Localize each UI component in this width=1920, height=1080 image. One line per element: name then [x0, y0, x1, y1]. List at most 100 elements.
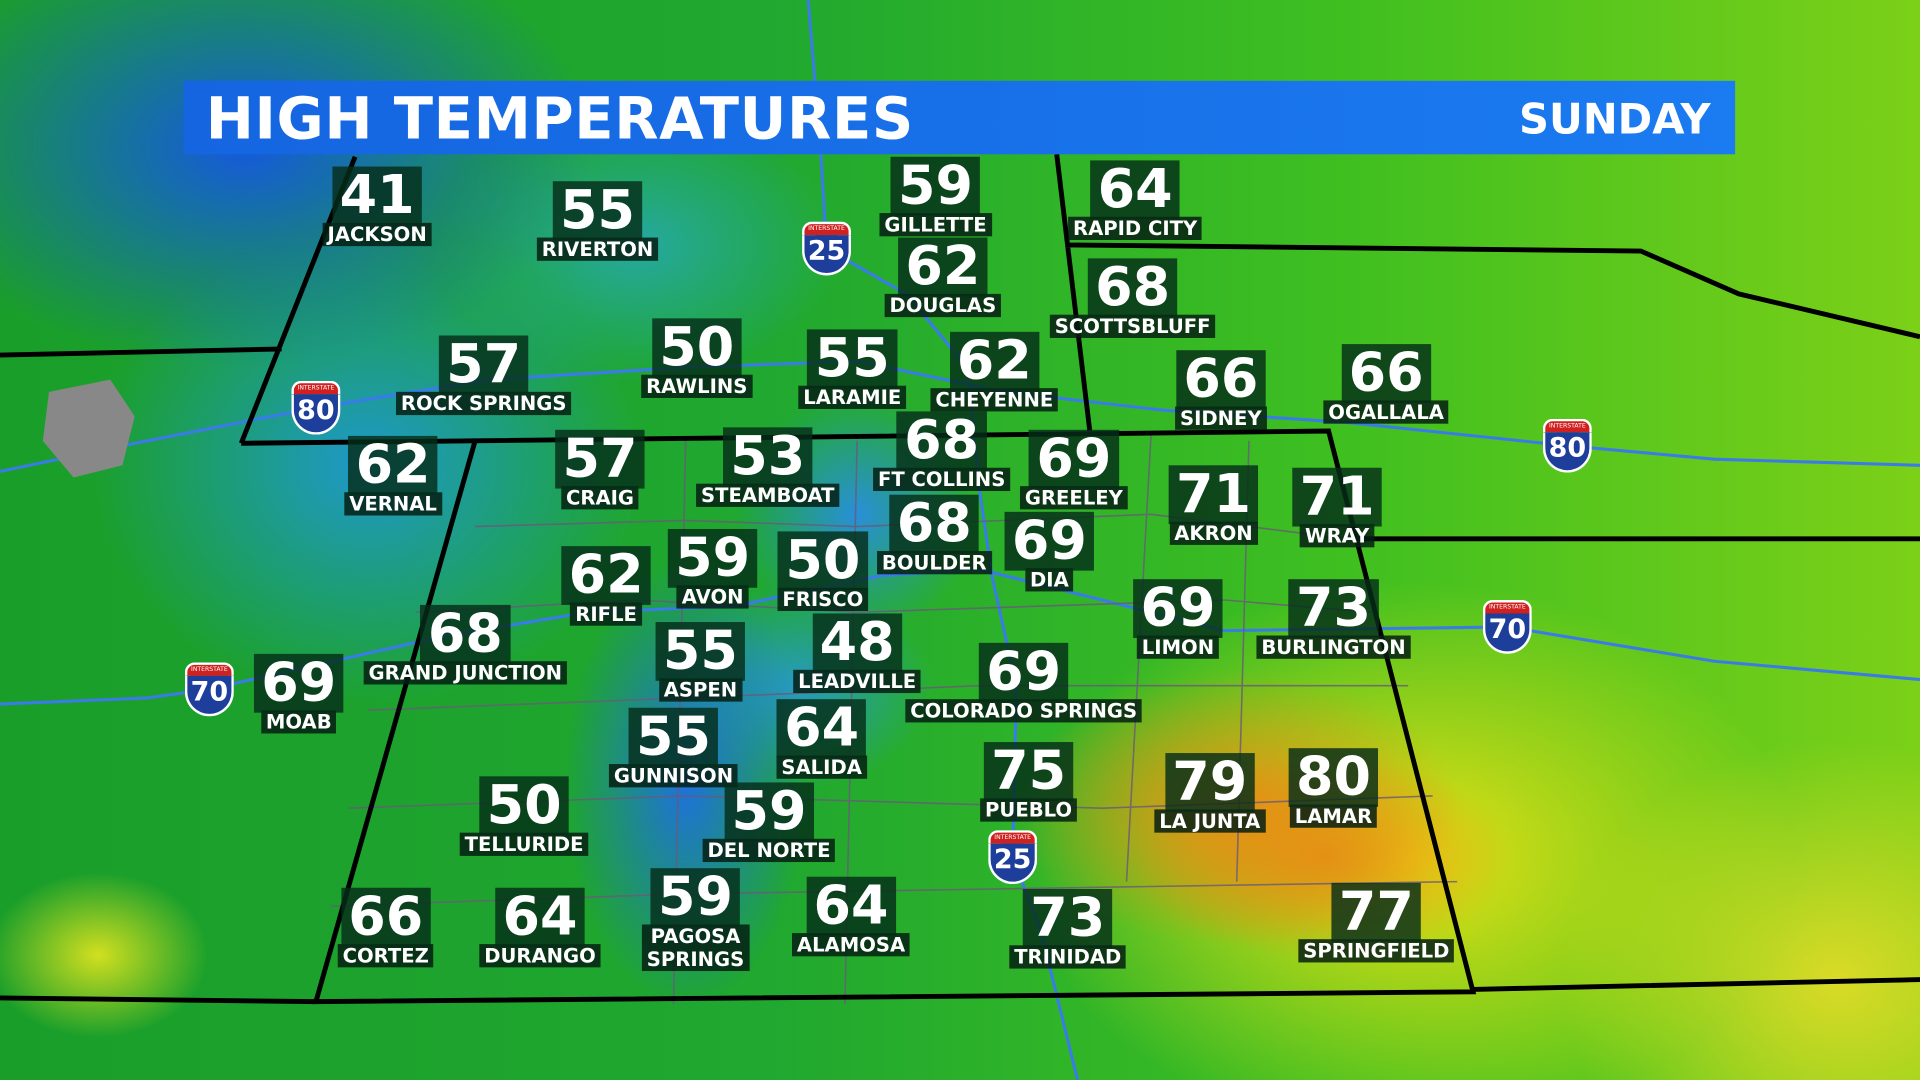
high-temperature: 64 [495, 887, 585, 947]
high-temperature: 53 [722, 427, 813, 487]
city-rapid-city: 64 RAPID CITY [1068, 160, 1203, 241]
city-label: SALIDA [776, 755, 867, 779]
city-label: RAPID CITY [1068, 216, 1203, 241]
high-temperature: 64 [776, 699, 867, 758]
city-trinidad: 73 TRINIDAD [1009, 888, 1127, 969]
high-temperature: 59 [724, 782, 814, 842]
city-label: WRAY [1300, 524, 1375, 548]
great-salt-lake [42, 379, 135, 478]
interstate-shield-icon: INTERSTATE 80 [1542, 418, 1592, 473]
city-label: RIVERTON [536, 237, 659, 261]
city-label: TELLURIDE [459, 832, 589, 856]
city-burlington: 73 BURLINGTON [1256, 579, 1411, 659]
city-ft-collins: 68 FT COLLINS [873, 411, 1011, 492]
high-temperature: 66 [1175, 350, 1266, 409]
city-label: SPRINGFIELD [1298, 939, 1455, 963]
city-scottsbluff: 68 SCOTTSBLUFF [1049, 258, 1216, 338]
high-temperature: 64 [806, 876, 896, 936]
high-temperature: 73 [1022, 888, 1113, 948]
high-temperature: 71 [1168, 465, 1259, 525]
city-dia: 69 DIA [1004, 511, 1095, 592]
city-label: MOAB [261, 710, 337, 734]
city-label: PAGOSA SPRINGS [641, 924, 750, 972]
high-temperature: 68 [420, 604, 511, 664]
city-label: GILLETTE [879, 213, 992, 237]
high-temperature: 62 [949, 331, 1040, 391]
city-springfield: 77 SPRINGFIELD [1298, 882, 1455, 963]
city-wray: 71 WRAY [1292, 467, 1382, 548]
city-leadville: 48 LEADVILLE [793, 613, 922, 694]
high-temperature: 66 [340, 887, 431, 947]
shield-number: 80 [291, 394, 341, 435]
high-temperature: 77 [1331, 882, 1422, 942]
shield-label: INTERSTATE [1482, 600, 1532, 614]
city-cortez: 66 CORTEZ [337, 887, 434, 968]
city-label: DURANGO [479, 944, 601, 968]
high-temperature: 80 [1288, 748, 1379, 807]
city-label: RAWLINS [641, 374, 753, 398]
city-label: CHEYENNE [930, 388, 1059, 412]
city-label: AVON [676, 585, 749, 609]
city-label: LEADVILLE [793, 669, 922, 694]
high-temperature: 73 [1288, 579, 1379, 638]
high-temperature: 48 [812, 613, 902, 673]
city-pagosa-springs: 59 PAGOSA SPRINGS [641, 868, 750, 972]
city-steamboat: 53 STEAMBOAT [696, 427, 840, 507]
high-temperature: 41 [332, 166, 422, 226]
city-durango: 64 DURANGO [479, 887, 601, 968]
city-aspen: 55 ASPEN [655, 621, 746, 702]
interstate-shield-icon: INTERSTATE 70 [1482, 600, 1532, 654]
city-rock-springs: 57 ROCK SPRINGS [395, 335, 572, 416]
map-title: HIGH TEMPERATURES [205, 85, 914, 154]
city-label: STEAMBOAT [696, 483, 840, 507]
city-label: LIMON [1136, 635, 1220, 659]
high-temperature: 57 [438, 335, 529, 395]
city-limon: 69 LIMON [1133, 579, 1223, 659]
high-temperature: 71 [1292, 467, 1382, 527]
city-label: FRISCO [777, 587, 869, 612]
high-temperature: 50 [479, 776, 569, 836]
shield-label: INTERSTATE [802, 221, 852, 236]
high-temperature: 55 [628, 707, 719, 767]
city-label: SCOTTSBLUFF [1049, 314, 1216, 338]
city-douglas: 62 DOUGLAS [884, 237, 1002, 318]
city-ogallala: 66 OGALLALA [1323, 343, 1449, 424]
city-boulder: 68 BOULDER [877, 494, 992, 575]
city-label: ROCK SPRINGS [395, 391, 572, 416]
shield-label: INTERSTATE [291, 380, 341, 395]
shield-label: INTERSTATE [184, 662, 234, 676]
city-moab: 69 MOAB [253, 653, 344, 734]
high-temperature: 69 [1029, 429, 1119, 489]
high-temperature: 59 [890, 156, 981, 216]
city-label: DIA [1025, 568, 1074, 592]
city-label: GUNNISON [608, 764, 738, 788]
interstate-shield-icon: INTERSTATE 80 [291, 380, 341, 435]
city-rifle: 62 RIFLE [561, 546, 651, 626]
city-label: SIDNEY [1175, 406, 1267, 430]
city-gunnison: 55 GUNNISON [608, 707, 738, 788]
city-laramie: 55 LARAMIE [798, 329, 907, 409]
high-temperature: 62 [348, 435, 438, 495]
high-temperature: 66 [1341, 343, 1431, 403]
forecast-day: SUNDAY [1519, 95, 1711, 145]
city-riverton: 55 RIVERTON [536, 181, 659, 261]
city-sidney: 66 SIDNEY [1175, 350, 1267, 430]
high-temperature: 50 [778, 531, 868, 591]
interstate-shield-icon: INTERSTATE 25 [802, 221, 852, 276]
city-del-norte: 59 DEL NORTE [702, 782, 836, 863]
city-alamosa: 64 ALAMOSA [792, 876, 911, 957]
city-label: PUEBLO [980, 798, 1077, 822]
shield-number: 25 [802, 235, 852, 276]
city-label: TRINIDAD [1009, 945, 1127, 969]
high-temperature: 68 [889, 494, 980, 554]
city-pueblo: 75 PUEBLO [980, 741, 1077, 822]
high-temperature: 69 [1133, 579, 1223, 638]
city-label: DEL NORTE [702, 838, 836, 863]
city-label: ASPEN [658, 678, 743, 702]
shield-number: 70 [184, 675, 234, 717]
city-la-junta: 79 LA JUNTA [1154, 752, 1266, 833]
high-temperature: 59 [650, 868, 741, 927]
city-rawlins: 50 RAWLINS [641, 318, 753, 398]
interstate-shield-icon: INTERSTATE 70 [184, 662, 234, 717]
